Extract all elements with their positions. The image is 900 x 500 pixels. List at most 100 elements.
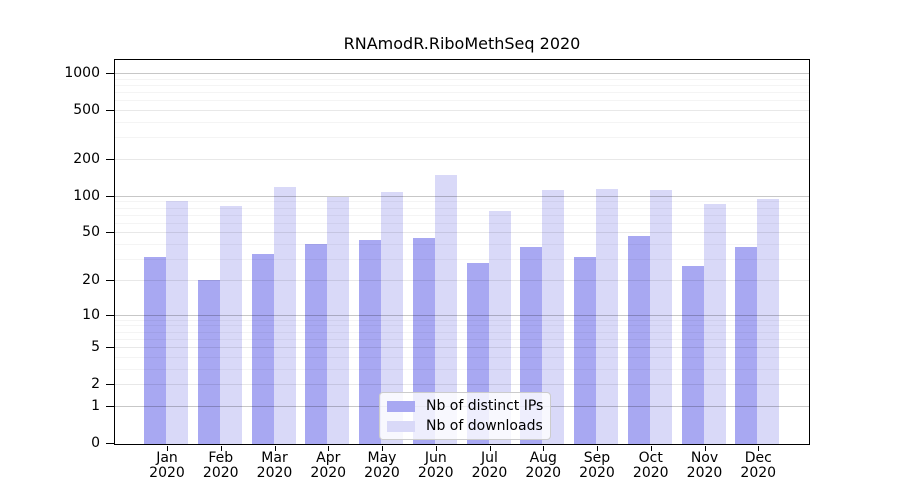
bar-distinct-ips	[627, 235, 650, 444]
legend-swatch-distinct-ips	[387, 400, 415, 412]
y-tick-label: 1000	[64, 65, 100, 81]
y-tick	[106, 405, 114, 407]
legend-item-distinct-ips: Nb of distinct IPs	[387, 398, 543, 414]
bar-downloads	[703, 203, 726, 444]
y-tick	[106, 347, 114, 349]
y-tick-label: 1	[91, 397, 100, 414]
bar-distinct-ips	[359, 240, 381, 444]
x-tick-year: 2020	[471, 465, 508, 481]
x-tick-year: 2020	[149, 465, 185, 481]
bar-downloads	[166, 200, 188, 444]
gridline	[115, 121, 809, 123]
x-tick	[758, 446, 760, 451]
x-tick-month: Jan	[156, 450, 178, 466]
gridline	[115, 73, 809, 74]
x-tick	[382, 446, 383, 451]
bar-downloads	[434, 175, 457, 444]
bar-distinct-ips	[144, 257, 166, 444]
bar-distinct-ips	[197, 279, 220, 444]
y-tick	[106, 279, 114, 281]
y-tick	[106, 443, 114, 444]
x-tick-month: Aug	[529, 450, 557, 466]
x-tick-month: Apr	[316, 450, 341, 466]
y-tick-label: 50	[82, 224, 100, 241]
x-tick-year: 2020	[632, 465, 669, 481]
bar-distinct-ips	[735, 246, 758, 444]
y-tick-label: 5	[91, 339, 100, 356]
y-tick	[106, 384, 114, 386]
x-tick	[650, 446, 652, 451]
y-tick	[106, 158, 114, 160]
y-tick-label: 200	[73, 150, 100, 167]
bar-distinct-ips	[251, 254, 274, 444]
bar-downloads	[327, 196, 350, 444]
gridline	[115, 78, 809, 80]
x-tick-label: Apr 2020	[300, 451, 356, 481]
gridline	[115, 137, 809, 139]
y-tick-label: 500	[73, 102, 100, 119]
x-tick-month: Sep	[583, 450, 611, 466]
x-tick	[489, 446, 491, 451]
x-tick-label: Nov 2020	[677, 451, 733, 481]
gridline	[115, 201, 809, 203]
gridline	[115, 92, 809, 94]
x-tick-label: Aug 2020	[515, 451, 571, 481]
gridline	[115, 100, 809, 102]
y-tick	[106, 232, 114, 234]
x-tick-label: Sep 2020	[569, 451, 625, 481]
y-tick-label: 20	[82, 271, 100, 288]
gridline	[115, 195, 809, 197]
y-tick-label: 10	[82, 306, 100, 323]
x-tick-year: 2020	[525, 465, 562, 481]
bar-downloads	[596, 188, 618, 444]
bar-downloads	[381, 191, 403, 444]
x-tick	[274, 446, 276, 451]
legend-label-downloads: Nb of downloads	[426, 418, 543, 434]
y-tick	[106, 110, 114, 112]
x-tick-month: May	[367, 450, 397, 466]
y-tick	[106, 314, 114, 316]
x-tick	[597, 446, 598, 451]
x-tick-year: 2020	[364, 465, 400, 481]
plot-area: Nb of distinct IPs Nb of downloads	[114, 59, 810, 445]
x-tick-label: Jun 2020	[408, 451, 464, 481]
bar-distinct-ips	[574, 257, 596, 444]
bar-downloads	[488, 211, 511, 444]
legend-item-downloads: Nb of downloads	[387, 418, 543, 434]
y-tick	[106, 73, 114, 74]
x-tick-month: Oct	[638, 450, 663, 466]
bar-distinct-ips	[305, 244, 328, 444]
bar-distinct-ips	[681, 266, 704, 444]
x-tick-label: Mar 2020	[247, 451, 303, 481]
x-tick-label: Dec 2020	[730, 451, 786, 481]
x-tick	[704, 446, 706, 451]
bar-downloads	[219, 205, 242, 444]
bar-downloads	[542, 189, 565, 444]
gridline	[115, 110, 809, 112]
x-tick-label: Oct 2020	[623, 451, 679, 481]
x-tick-year: 2020	[310, 465, 347, 481]
y-tick-label: 2	[91, 376, 100, 393]
y-tick-label: 100	[73, 187, 100, 204]
x-tick-month: Dec	[744, 450, 772, 466]
x-tick-label: Jan 2020	[139, 451, 195, 481]
x-tick-year: 2020	[256, 465, 293, 481]
x-tick	[543, 446, 545, 451]
x-tick-year: 2020	[579, 465, 615, 481]
x-tick	[220, 446, 222, 451]
x-tick-year: 2020	[740, 465, 777, 481]
x-tick-month: Jul	[481, 450, 498, 466]
gridline	[115, 84, 809, 86]
x-tick-year: 2020	[686, 465, 723, 481]
bar-downloads	[757, 199, 780, 444]
x-tick	[435, 446, 437, 451]
y-tick	[106, 195, 114, 197]
x-tick-label: May 2020	[354, 451, 410, 481]
x-tick-label: Jul 2020	[462, 451, 518, 481]
bar-downloads	[649, 189, 672, 444]
x-tick	[328, 446, 330, 451]
x-tick-year: 2020	[202, 465, 239, 481]
x-tick-year: 2020	[417, 465, 454, 481]
gridline	[115, 158, 809, 160]
